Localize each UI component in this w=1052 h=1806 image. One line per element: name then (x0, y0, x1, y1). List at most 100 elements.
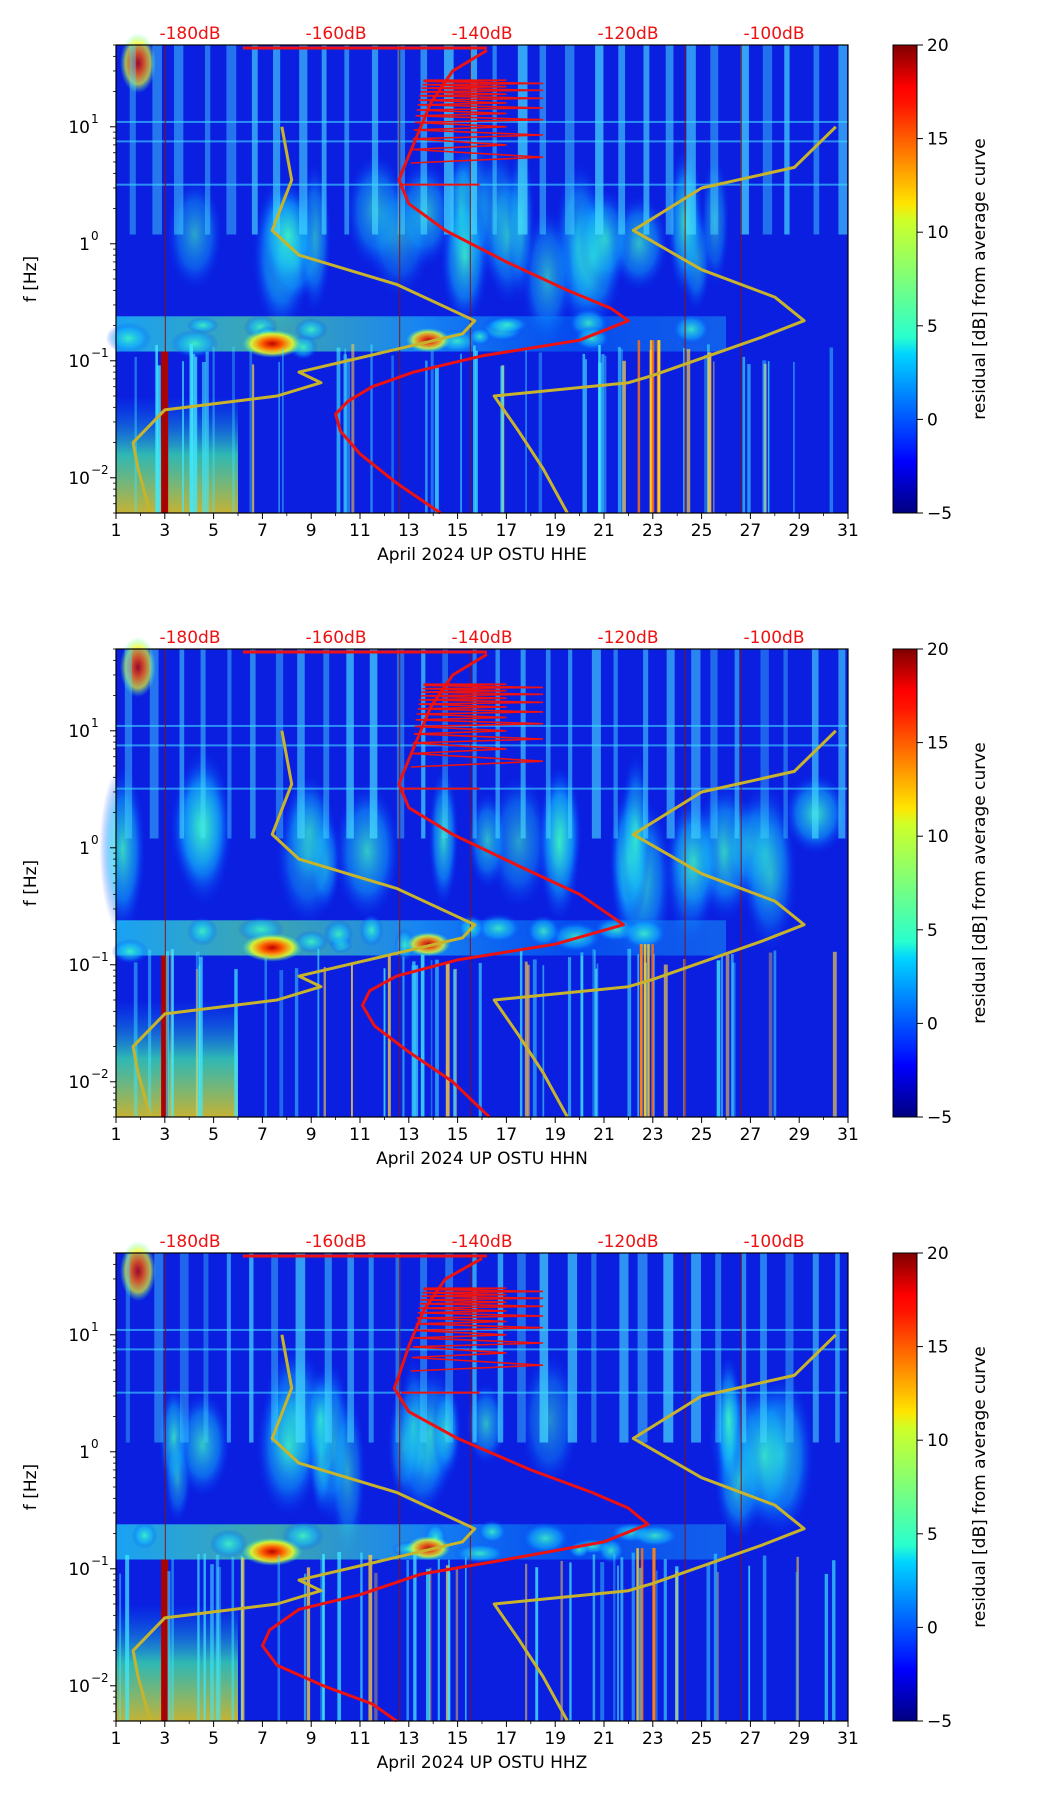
microseism-cloud (526, 914, 561, 948)
x-tick-label: 27 (740, 521, 762, 541)
transient-streak (730, 954, 734, 1117)
transient-streak (317, 948, 320, 1117)
high-frequency-streak (200, 649, 206, 839)
high-frequency-streak (472, 649, 477, 839)
gap-line (399, 649, 401, 1117)
high-frequency-streak (564, 45, 575, 235)
noise-cloud (283, 772, 335, 891)
transient-streak (622, 360, 626, 513)
x-tick-label: 23 (642, 521, 664, 541)
transient-streak (567, 957, 572, 1117)
gap-line (684, 1253, 686, 1721)
transient-streak (748, 1565, 751, 1721)
noise-cloud (258, 181, 318, 290)
transient-streak (198, 956, 203, 1117)
spectrogram-panel-hhe: 1 3 5 7 9 11 13 15 17 19 21 23 25 27 29 31 10 11 010 −110−… (21, 24, 990, 565)
transient-streak (231, 1556, 235, 1721)
hot-spot (119, 33, 156, 94)
db-scale-label: -180dB (159, 24, 220, 44)
x-tick-label: 19 (544, 1125, 566, 1145)
spectral-line (116, 744, 848, 747)
transient-streak (637, 340, 641, 513)
transient-streak (170, 949, 173, 1117)
x-tick-label: 5 (208, 521, 219, 541)
x-tick-label: 27 (740, 1729, 762, 1749)
high-frequency-streak (324, 1253, 332, 1443)
high-frequency-streak (710, 649, 718, 839)
noise-cloud (431, 1383, 461, 1477)
high-frequency-streak (691, 1253, 701, 1443)
high-frequency-streak (539, 45, 547, 235)
gap-line (684, 45, 686, 513)
transient-streak (414, 965, 419, 1117)
x-tick-label: 11 (349, 521, 371, 541)
db-scale-label: -100dB (743, 628, 804, 648)
high-frequency-streak (295, 1253, 306, 1443)
gap-line (164, 45, 166, 513)
transient-streak (411, 965, 414, 1117)
x-tick-label: 15 (447, 1729, 469, 1749)
transient-streak (191, 354, 196, 513)
transient-streak (580, 952, 584, 1117)
transient-streak (133, 962, 138, 1117)
high-frequency-streak (492, 45, 497, 235)
x-tick-label: 21 (593, 1125, 615, 1145)
transient-streak (636, 1548, 639, 1721)
high-frequency-streak (517, 1253, 526, 1443)
y-tick-label: 1 (79, 1443, 90, 1463)
db-scale-label: -160dB (305, 628, 366, 648)
high-frequency-streak (741, 1253, 747, 1443)
transient-streak (474, 350, 478, 513)
colorbar-gradient (892, 648, 918, 1118)
transient-streak (171, 1558, 174, 1721)
microseism-cloud (359, 913, 384, 947)
transient-streak (434, 365, 439, 513)
x-tick-label: 11 (349, 1125, 371, 1145)
transient-streak (155, 345, 158, 513)
db-scale-label: -140dB (451, 628, 512, 648)
transient-streak (232, 346, 235, 513)
high-frequency-streak (734, 649, 740, 839)
transient-streak (767, 361, 770, 513)
high-frequency-streak (497, 1253, 504, 1443)
transient-streak (538, 352, 543, 513)
high-frequency-streak (397, 45, 405, 235)
event-streak (161, 351, 169, 513)
high-frequency-streak (369, 649, 378, 839)
transient-streak (832, 951, 837, 1117)
db-scale-label: -180dB (159, 628, 220, 648)
high-frequency-streak (567, 1253, 578, 1443)
transient-streak (500, 365, 504, 513)
transient-streak (768, 952, 773, 1117)
x-tick-label: 17 (496, 1125, 518, 1145)
microseism-cloud (209, 1529, 248, 1559)
transient-streak (322, 1554, 325, 1721)
transient-streak (601, 354, 605, 513)
transient-streak (360, 1552, 363, 1721)
transient-streak (704, 354, 708, 513)
gap-line (399, 45, 401, 513)
high-frequency-streak (762, 45, 773, 235)
high-frequency-streak (249, 1253, 254, 1443)
transient-streak (643, 944, 647, 1117)
x-tick-label: 15 (447, 521, 469, 541)
x-tick-label: 7 (257, 521, 268, 541)
high-frequency-streak (595, 45, 604, 235)
transient-streak (201, 361, 206, 513)
high-frequency-streak (297, 649, 305, 839)
transient-streak (197, 1554, 200, 1721)
transient-streak (215, 1554, 220, 1721)
db-scale-label: -120dB (597, 628, 658, 648)
noise-cloud (487, 774, 551, 910)
high-frequency-streak (812, 1253, 819, 1443)
transient-streak (617, 347, 622, 513)
y-tick-exponent: 0 (91, 229, 99, 243)
x-tick-label: 21 (593, 521, 615, 541)
x-tick-label: 5 (208, 1125, 219, 1145)
high-frequency-streak (665, 45, 674, 235)
spectrogram-panel-hhn: 1 3 5 7 9 11 13 15 17 19 21 23 25 27 29 31 10 11 010 −110−… (21, 628, 990, 1169)
hot-spot (242, 329, 303, 358)
spectral-line (116, 787, 848, 790)
spectrogram-heatmap (105, 33, 848, 513)
db-scale-label: -140dB (451, 1232, 512, 1252)
